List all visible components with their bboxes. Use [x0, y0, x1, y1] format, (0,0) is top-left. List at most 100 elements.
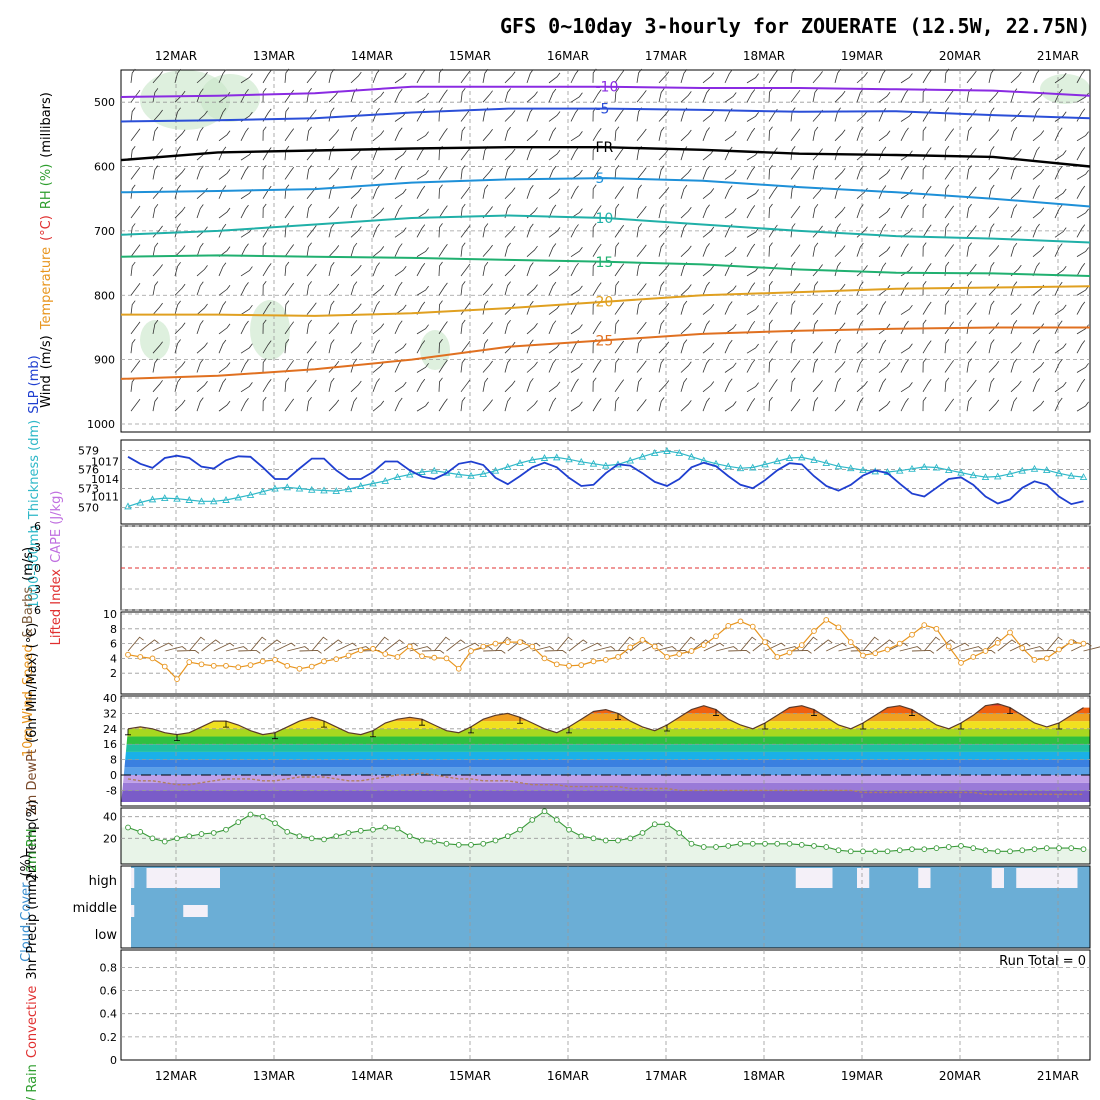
rh-point	[713, 844, 719, 850]
temp-band	[121, 790, 1090, 802]
wind-barb	[482, 261, 489, 277]
wind-barb	[504, 242, 511, 257]
wind-speed-point	[137, 654, 144, 660]
wind-barb	[728, 649, 751, 654]
wind-barb	[284, 145, 290, 161]
wind-barb	[922, 281, 927, 296]
wind-barb	[438, 223, 443, 238]
wind-speed-point	[945, 643, 952, 650]
y-tick-label: 0	[110, 1054, 117, 1067]
wind-barb	[218, 207, 231, 219]
wind-barb	[680, 339, 688, 354]
rh-point	[945, 844, 952, 850]
panel-cape-li: -6 -3 0 3 6 Lifted Index CAPE (J/kg)	[30, 491, 1091, 646]
isotherm--10	[120, 85, 1091, 98]
y-tick-label: 570	[78, 502, 99, 515]
wind-barb	[944, 300, 950, 315]
wind-barb	[834, 146, 841, 161]
panel-precip: 0 0.2 0.4 0.6 0.8 Run Total = 0 Total / Rain Co…	[25, 874, 1091, 1100]
wind-barb	[988, 300, 995, 315]
wind-barb	[966, 281, 972, 296]
wind-barb	[834, 339, 841, 354]
wind-barb	[350, 149, 362, 161]
wind-barb	[262, 147, 272, 161]
wind-barb	[936, 639, 955, 652]
wind-barb	[284, 128, 295, 142]
wind-barb	[1032, 262, 1040, 277]
thickness-point	[797, 453, 806, 461]
wind-barb	[350, 165, 358, 180]
wind-barb	[328, 399, 340, 412]
wind-barb	[460, 203, 466, 219]
rh-point	[198, 831, 205, 837]
minmax-bar	[321, 721, 327, 728]
wind-barb	[164, 646, 187, 652]
wind-barb	[614, 109, 625, 122]
rh-point	[1068, 845, 1075, 851]
wind-barb	[1032, 130, 1045, 142]
wind-barb	[240, 282, 249, 296]
wind-barb	[746, 398, 756, 412]
wind-barb	[1054, 227, 1067, 238]
wind-speed-point	[651, 643, 658, 650]
wind-barb	[944, 145, 950, 161]
date-label: 16MAR	[547, 1069, 589, 1083]
axis-label: Lifted Index CAPE (J/kg)	[49, 491, 64, 646]
wind-barb	[812, 88, 819, 103]
wind-barb	[328, 300, 335, 315]
panel-upper-air: 500 600 700 800 900 1000 -10 -5 FR 5 10 15 20 25 Wind (…	[39, 68, 1091, 433]
wind-barb	[922, 203, 927, 219]
wind-barb	[372, 400, 385, 412]
thickness-point	[908, 464, 916, 472]
wind-barb	[1076, 324, 1089, 335]
wind-barb	[752, 639, 772, 652]
wind-barb	[458, 642, 480, 652]
thickness-point	[663, 447, 671, 454]
wind-barb	[856, 320, 864, 335]
wind-barb	[504, 71, 516, 84]
rh-point	[700, 844, 707, 850]
wind-barb	[416, 224, 426, 238]
wind-barb	[724, 323, 737, 335]
axis-label: 1000-500mb Thickness (dm) SLP (mb)	[27, 355, 42, 609]
rh-point	[725, 843, 732, 849]
wind-barb	[262, 242, 267, 257]
chart-title: GFS 0~10day 3-hourly for ZOUERATE (12.5W…	[500, 14, 1090, 38]
temp-band	[121, 721, 1090, 729]
wind-barb	[196, 127, 204, 141]
wind-barb	[482, 90, 493, 103]
wind-barb	[328, 68, 335, 83]
wind-barb	[790, 205, 801, 219]
wind-barb	[1054, 127, 1063, 141]
wind-barb	[548, 111, 561, 122]
wind-barb	[350, 358, 358, 373]
wind-barb	[130, 107, 136, 122]
wind-barb	[966, 341, 977, 354]
wind-speed-point	[553, 661, 560, 668]
wind-barb	[658, 88, 665, 103]
wind-barb	[790, 107, 796, 122]
wind-barb	[592, 127, 602, 142]
rh-point	[235, 819, 242, 825]
wind-barb	[570, 262, 579, 277]
wind-barb	[262, 70, 272, 84]
thickness-point	[1030, 464, 1039, 472]
wind-barb	[350, 204, 358, 219]
wind-barb	[504, 358, 511, 373]
wind-barb	[240, 382, 253, 393]
wind-barb	[526, 361, 538, 373]
wind-barb	[240, 89, 249, 103]
rh-point	[884, 848, 891, 855]
wind-barb	[328, 167, 340, 180]
rh-point	[223, 826, 229, 833]
wind-barb	[636, 167, 647, 180]
wind-barb	[680, 400, 692, 412]
wind-barb	[911, 649, 935, 654]
wind-barb	[1054, 343, 1067, 354]
y-tick-label: 0.4	[100, 1008, 118, 1021]
wind-barb	[548, 72, 561, 84]
thickness-point	[124, 502, 132, 510]
wind-barb	[944, 205, 955, 219]
wind-barb	[790, 128, 801, 142]
wind-barb	[923, 636, 941, 652]
